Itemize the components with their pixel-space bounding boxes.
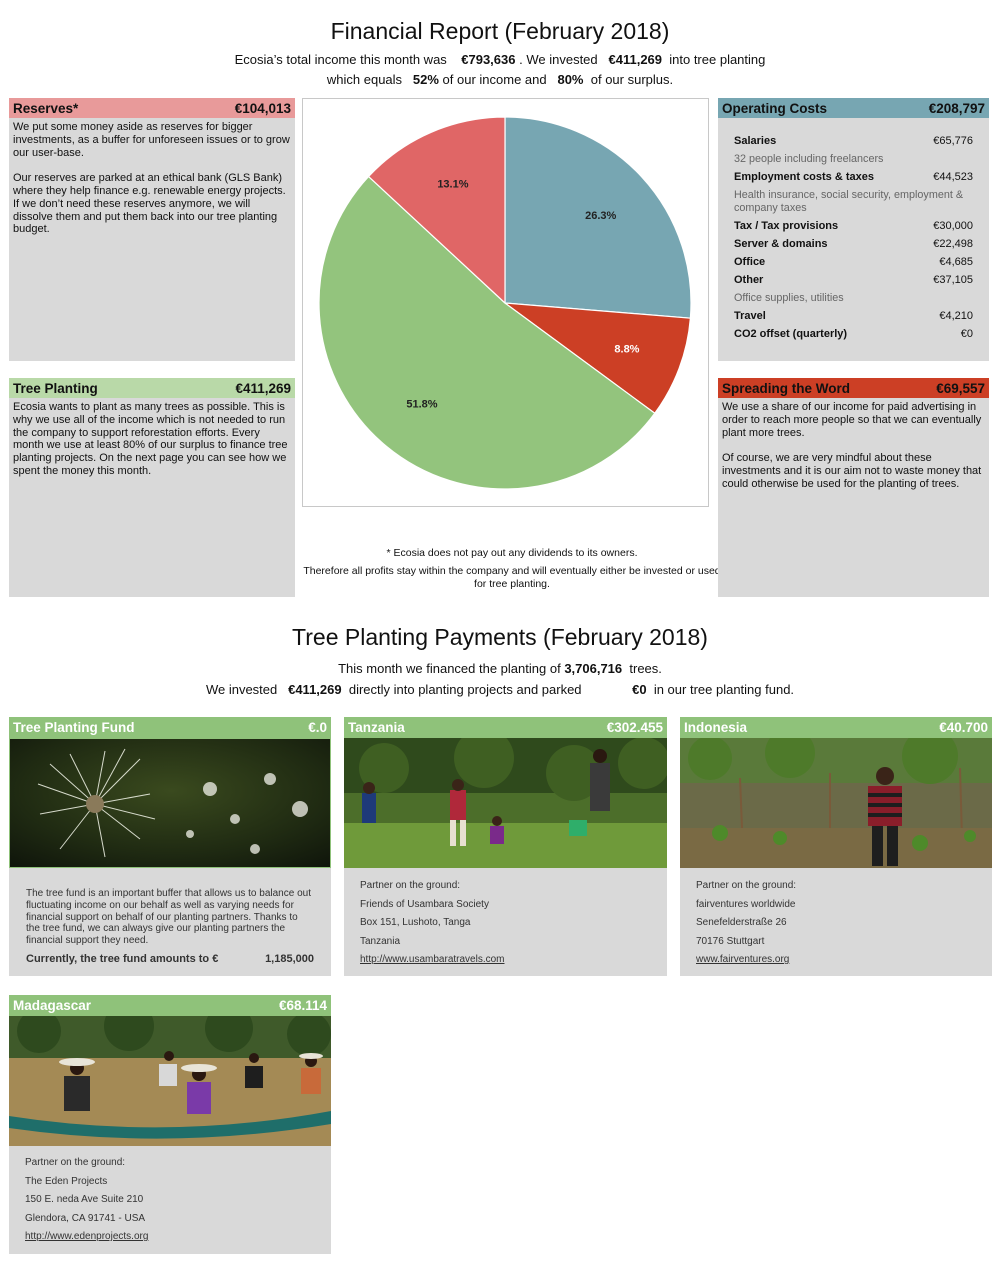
pie-slice-0 xyxy=(504,116,692,319)
income-line: Ecosia’s total income this month was €79… xyxy=(234,52,766,67)
pie-label-3: 13.1% xyxy=(437,179,468,191)
madagascar-card-title: Madagascar xyxy=(13,998,92,1013)
reserves-panel: Reserves* €104,013 We put some money asi… xyxy=(9,98,295,361)
invested-value: €411,269 xyxy=(608,52,663,67)
indonesia-card-title: Indonesia xyxy=(684,720,748,735)
operating-costs-title: Operating Costs xyxy=(722,100,828,116)
cost-note-salaries: 32 people including freelancers xyxy=(734,153,884,165)
spreading-header: Spreading the Word €69,557 xyxy=(718,378,989,398)
indonesia-info: Partner on the ground: fairventures worl… xyxy=(696,880,797,965)
tree-planting-panel: Tree Planting €411,269 Ecosia wants to p… xyxy=(9,378,295,597)
tanzania-card: Tanzania €302.455 Partner on the ground:… xyxy=(344,717,667,976)
operating-costs-header: Operating Costs €208,797 xyxy=(718,98,989,118)
cost-row-co2: CO2 offset (quarterly) €0 xyxy=(734,328,973,340)
tanzania-link[interactable]: http://www.usambaratravels.com xyxy=(360,954,505,965)
cost-row-other: Other €37,105 xyxy=(734,274,973,286)
cost-note-employment: Health insurance, social security, emplo… xyxy=(734,189,964,214)
trees-value: 3,706,716 xyxy=(564,661,623,676)
pie-label-0: 26.3% xyxy=(585,210,616,222)
madagascar-card-amount: €68.114 xyxy=(278,998,327,1013)
spreading-panel: Spreading the Word €69,557 We use a shar… xyxy=(718,378,989,597)
pie-chart: 26.3% 8.8% 51.8% 13.1% xyxy=(318,116,692,490)
tree-planting-amount: €411,269 xyxy=(235,380,291,396)
pie-label-1: 8.8% xyxy=(614,344,639,356)
cost-row-server: Server & domains €22,498 xyxy=(734,238,973,250)
reserves-title: Reserves* xyxy=(13,100,79,116)
madagascar-card-header: Madagascar €68.114 xyxy=(9,995,331,1016)
spreading-text: We use a share of our income for paid ad… xyxy=(722,401,982,490)
profits-note: Therefore all profits stay within the co… xyxy=(303,565,721,590)
equals-line: which equals 52% of our income and 80% o… xyxy=(326,72,674,87)
pie-slice-2 xyxy=(318,175,656,490)
report-title: Financial Report (February 2018) xyxy=(330,18,670,44)
indonesia-photo xyxy=(680,738,992,868)
invested-line: We invested €411,269 directly into plant… xyxy=(205,682,795,697)
fund-card-text: The tree fund is an important buffer tha… xyxy=(26,888,311,947)
indonesia-card-header: Indonesia €40.700 xyxy=(680,717,992,738)
cost-row-travel: Travel €4,210 xyxy=(734,310,973,322)
fund-card: Tree Planting Fund €.0 xyxy=(9,717,331,976)
indonesia-card: Indonesia €40.700 Partner on the ground:… xyxy=(680,717,992,976)
madagascar-photo xyxy=(9,1016,331,1146)
madagascar-link[interactable]: http://www.edenprojects.org xyxy=(25,1231,149,1242)
trees-line: This month we financed the planting of 3… xyxy=(338,661,662,676)
reserves-text: We put some money aside as reserves for … xyxy=(13,121,290,236)
pie-label-2: 51.8% xyxy=(406,398,437,410)
tanzania-info: Partner on the ground: Friends of Usamba… xyxy=(360,880,505,965)
dandelion-photo xyxy=(9,738,331,868)
fund-total: Currently, the tree fund amounts to €1,1… xyxy=(26,953,314,965)
operating-costs-amount: €208,797 xyxy=(928,100,985,116)
cost-row-tax: Tax / Tax provisions €30,000 xyxy=(734,220,973,232)
indonesia-link[interactable]: www.fairventures.org xyxy=(696,954,790,965)
indonesia-card-amount: €40.700 xyxy=(939,720,988,735)
tree-planting-title: Tree Planting xyxy=(13,380,98,396)
cost-row-office: Office €4,685 xyxy=(734,256,973,268)
tanzania-card-amount: €302.455 xyxy=(606,720,663,735)
madagascar-info: Partner on the ground: The Eden Projects… xyxy=(25,1157,149,1242)
pie-slice-3 xyxy=(367,116,506,305)
fund-card-header: Tree Planting Fund €.0 xyxy=(9,717,331,738)
fund-card-amount: €.0 xyxy=(308,720,327,735)
reserves-header: Reserves* €104,013 xyxy=(9,98,295,118)
tree-planting-text: Ecosia wants to plant as many trees as p… xyxy=(13,401,288,477)
income-value: €793,636 xyxy=(461,52,516,67)
tanzania-card-header: Tanzania €302.455 xyxy=(344,717,667,738)
tanzania-photo xyxy=(344,738,667,868)
operating-costs-panel: Operating Costs €208,797 Salaries €65,776… xyxy=(718,98,989,361)
pie-chart-frame: 26.3% 8.8% 51.8% 13.1% xyxy=(302,98,709,507)
fund-card-title: Tree Planting Fund xyxy=(13,720,135,735)
dividends-note: * Ecosia does not pay out any dividends … xyxy=(386,547,638,559)
madagascar-card: Madagascar €68.114 Partner on the ground… xyxy=(9,995,331,1254)
cost-note-other: Office supplies, utilities xyxy=(734,292,844,304)
cost-row-salaries: Salaries €65,776 xyxy=(734,135,973,147)
cost-row-employment: Employment costs & taxes €44,523 xyxy=(734,171,973,183)
tanzania-card-title: Tanzania xyxy=(348,720,405,735)
tree-planting-header: Tree Planting €411,269 xyxy=(9,378,295,398)
pie-slice-1 xyxy=(502,302,692,415)
reserves-amount: €104,013 xyxy=(234,100,291,116)
spreading-amount: €69,557 xyxy=(936,380,985,396)
payments-title: Tree Planting Payments (February 2018) xyxy=(292,624,708,650)
spreading-title: Spreading the Word xyxy=(722,380,851,396)
